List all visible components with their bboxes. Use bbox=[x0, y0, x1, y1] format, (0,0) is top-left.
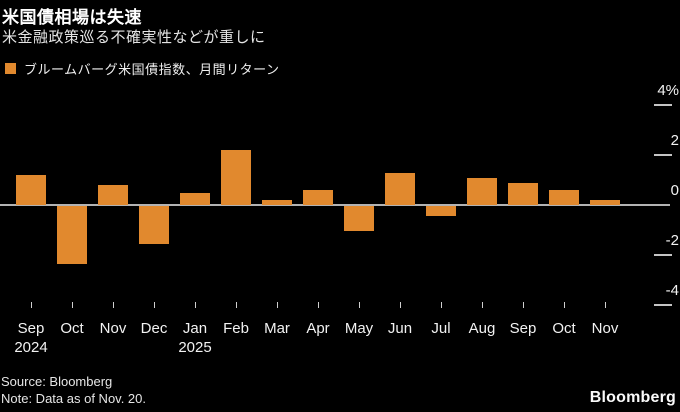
bar-Oct-13 bbox=[549, 190, 579, 205]
x-axis-tick bbox=[318, 302, 319, 308]
month-label: May bbox=[344, 320, 374, 337]
bar-Jul-10 bbox=[426, 206, 456, 216]
x-axis-tick bbox=[277, 302, 278, 308]
bar-Aug-11 bbox=[467, 177, 497, 205]
y-axis-tick bbox=[654, 304, 672, 306]
y-axis-label: -2 bbox=[665, 232, 679, 249]
month-label: Aug bbox=[468, 320, 496, 337]
month-label: Jun bbox=[387, 320, 413, 337]
x-axis-tick bbox=[482, 302, 483, 308]
x-axis-tick bbox=[195, 302, 196, 308]
month-label: Apr bbox=[306, 320, 330, 337]
x-axis-tick bbox=[359, 302, 360, 308]
bar-May-8 bbox=[344, 206, 374, 231]
legend: ブルームバーグ米国債指数、月間リターン bbox=[5, 59, 279, 78]
x-axis-tick bbox=[236, 302, 237, 308]
x-axis-tick bbox=[564, 302, 565, 308]
x-axis-tick bbox=[605, 302, 606, 308]
y-axis-label: -4 bbox=[665, 282, 679, 299]
month-label: Sep bbox=[17, 320, 45, 337]
x-axis-tick bbox=[154, 302, 155, 308]
x-axis-tick bbox=[113, 302, 114, 308]
bloomberg-logo: Bloomberg bbox=[589, 389, 676, 406]
bar-Oct-1 bbox=[57, 206, 87, 264]
bar-Nov-2 bbox=[98, 185, 128, 205]
month-label: Oct bbox=[552, 320, 576, 337]
y-axis-tick bbox=[654, 154, 672, 156]
bar-Jan-4 bbox=[180, 192, 210, 205]
y-axis-tick bbox=[654, 254, 672, 256]
x-axis-tick bbox=[31, 302, 32, 308]
bar-Apr-7 bbox=[303, 190, 333, 205]
month-label: Feb bbox=[223, 320, 249, 337]
note-text: Note: Data as of Nov. 20. bbox=[1, 391, 146, 406]
legend-swatch-icon bbox=[5, 63, 16, 74]
month-label: Nov bbox=[99, 320, 127, 337]
month-label: Oct bbox=[60, 320, 84, 337]
month-label: Jul bbox=[431, 320, 451, 337]
month-label: Sep bbox=[509, 320, 537, 337]
bar-Sep-0 bbox=[16, 175, 46, 205]
y-axis-label: 0 bbox=[670, 182, 679, 199]
page-title: 米国債相場は失速 bbox=[2, 8, 142, 27]
bar-Sep-12 bbox=[508, 182, 538, 205]
x-axis-tick bbox=[72, 302, 73, 308]
month-label: Nov bbox=[591, 320, 619, 337]
month-label: Mar bbox=[264, 320, 290, 337]
legend-label: ブルームバーグ米国債指数、月間リターン bbox=[24, 62, 280, 77]
y-axis-label: 4% bbox=[657, 82, 679, 99]
x-axis-tick bbox=[523, 302, 524, 308]
year-label: 2024 bbox=[14, 339, 48, 356]
footer-text: Source: Bloomberg Note: Data as of Nov. … bbox=[1, 373, 146, 407]
y-axis-label: 2 bbox=[670, 132, 679, 149]
bar-Dec-3 bbox=[139, 206, 169, 244]
bar-Feb-5 bbox=[221, 150, 251, 205]
month-label: Jan bbox=[182, 320, 208, 337]
x-axis-tick bbox=[441, 302, 442, 308]
page-subtitle: 米金融政策巡る不確実性などが重しに bbox=[2, 29, 266, 46]
bar-Nov-14 bbox=[590, 200, 620, 205]
bar-Mar-6 bbox=[262, 200, 292, 205]
year-label: 2025 bbox=[178, 339, 212, 356]
zero-line bbox=[0, 204, 670, 206]
x-axis-tick bbox=[400, 302, 401, 308]
y-axis-tick bbox=[654, 104, 672, 106]
source-text: Source: Bloomberg bbox=[1, 374, 113, 389]
bar-Jun-9 bbox=[385, 172, 415, 205]
month-label: Dec bbox=[140, 320, 168, 337]
